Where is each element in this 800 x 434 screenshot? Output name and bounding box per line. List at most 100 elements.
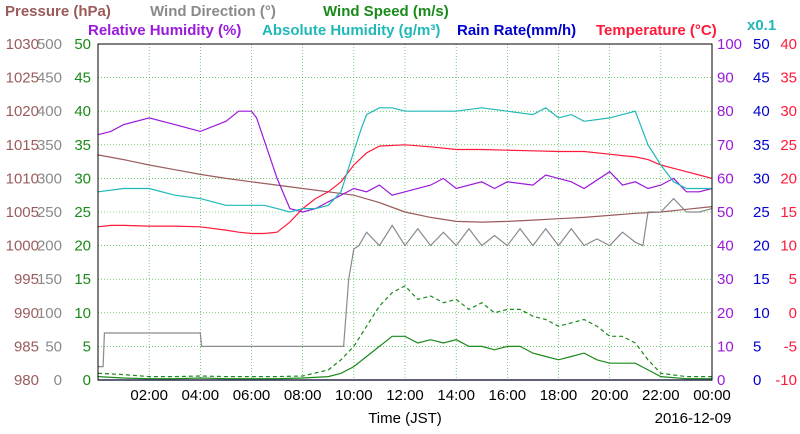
y-tick-label-humidity: 90 xyxy=(717,70,734,87)
y-tick-label-humidity: 50 xyxy=(717,204,734,221)
y-tick-label-wind-speed: 15 xyxy=(74,271,91,288)
y-tick-label-temperature: 0 xyxy=(789,305,797,322)
x-tick-label: 16:00 xyxy=(489,387,527,404)
y-axis-labels: 1030102510201015101010051000995990985980… xyxy=(6,36,797,389)
y-tick-label-rain-rate: 20 xyxy=(753,238,770,255)
series-temperature xyxy=(97,144,713,235)
y-tick-label-wind-direction: 150 xyxy=(37,271,62,288)
y-tick-label-wind-direction: 400 xyxy=(37,103,62,120)
x-tick-label: 02:00 xyxy=(130,387,168,404)
y-tick-label-humidity: 0 xyxy=(717,372,725,389)
y-tick-label-temperature: 30 xyxy=(780,103,797,120)
x-tick-label: 08:00 xyxy=(284,387,322,404)
x-axis-title: Time (JST) xyxy=(368,410,442,427)
legend-temperature: Temperature (°C) xyxy=(596,22,717,39)
y-tick-label-rain-rate: 35 xyxy=(753,137,770,154)
x-tick-label: 04:00 xyxy=(182,387,220,404)
y-tick-label-wind-direction: 500 xyxy=(37,36,62,53)
y-tick-label-temperature: 5 xyxy=(789,271,797,288)
y-tick-label-rain-rate: 5 xyxy=(753,338,761,355)
y-tick-label-humidity: 80 xyxy=(717,103,734,120)
y-tick-label-temperature: 10 xyxy=(780,238,797,255)
x-tick-label: 14:00 xyxy=(437,387,475,404)
y-tick-label-wind-speed: 10 xyxy=(74,305,91,322)
x-tick-label: 22:00 xyxy=(642,387,680,404)
x-tick-label: 00:00 xyxy=(693,387,731,404)
plot-frame xyxy=(97,43,713,381)
y-tick-label-wind-speed: 50 xyxy=(74,36,91,53)
legend-wind-direction: Wind Direction (°) xyxy=(150,3,276,20)
chart-date: 2016-12-09 xyxy=(655,410,732,427)
y-tick-label-pressure: 1000 xyxy=(6,238,39,255)
grid xyxy=(98,43,712,381)
y-tick-label-wind-direction: 0 xyxy=(54,372,62,389)
y-tick-label-rain-rate: 15 xyxy=(753,271,770,288)
y-tick-label-temperature: 35 xyxy=(780,70,797,87)
y-tick-label-temperature: 40 xyxy=(780,36,797,53)
y-tick-label-wind-direction: 50 xyxy=(45,338,62,355)
series-relative-humidity xyxy=(97,110,713,213)
y-tick-label-wind-speed: 25 xyxy=(74,204,91,221)
y-tick-label-wind-direction: 350 xyxy=(37,137,62,154)
x-axis-labels: 02:00 04:00 06:00 08:00 10:00 12:00 14:00 16:00… xyxy=(130,387,730,404)
y-tick-label-wind-speed: 0 xyxy=(83,372,91,389)
y-tick-label-humidity: 40 xyxy=(717,238,734,255)
y-tick-label-rain-rate: 40 xyxy=(753,103,770,120)
y-tick-label-wind-direction: 200 xyxy=(37,238,62,255)
y-tick-label-temperature: -10 xyxy=(775,372,797,389)
series-absolute-humidity xyxy=(97,107,712,213)
y-tick-label-humidity: 30 xyxy=(717,271,734,288)
x-tick-label: 20:00 xyxy=(591,387,629,404)
legend-pressure: Pressure (hPa) xyxy=(5,3,111,20)
y-tick-label-pressure: 990 xyxy=(14,305,39,322)
series-wind-gust xyxy=(97,285,712,378)
legend-relative-humidity: Relative Humidity (%) xyxy=(88,22,241,39)
series-wind-direction xyxy=(98,197,713,368)
y-tick-label-wind-speed: 30 xyxy=(74,170,91,187)
y-tick-label-rain-rate: 30 xyxy=(753,170,770,187)
y-tick-label-humidity: 10 xyxy=(717,338,734,355)
x-tick-label: 12:00 xyxy=(386,387,424,404)
series-pressure xyxy=(97,154,713,223)
y-tick-label-pressure: 1030 xyxy=(6,36,39,53)
y-tick-label-pressure: 985 xyxy=(14,338,39,355)
y-tick-label-humidity: 100 xyxy=(717,36,742,53)
x-tick-label: 18:00 xyxy=(540,387,578,404)
y-tick-label-pressure: 1010 xyxy=(6,170,39,187)
y-tick-label-humidity: 20 xyxy=(717,305,734,322)
legend-wind-speed: Wind Speed (m/s) xyxy=(323,3,449,20)
y-tick-label-pressure: 980 xyxy=(14,372,39,389)
x-tick-label: 10:00 xyxy=(335,387,373,404)
y-tick-label-pressure: 1015 xyxy=(6,137,39,154)
y-tick-label-wind-speed: 40 xyxy=(74,103,91,120)
y-tick-label-pressure: 1025 xyxy=(6,70,39,87)
legend-absolute-humidity: Absolute Humidity (g/m³) xyxy=(262,22,440,39)
y-tick-label-rain-rate: 45 xyxy=(753,70,770,87)
y-tick-label-pressure: 1005 xyxy=(6,204,39,221)
y-tick-label-pressure: 995 xyxy=(14,271,39,288)
y-tick-label-humidity: 60 xyxy=(717,170,734,187)
y-tick-label-wind-speed: 35 xyxy=(74,137,91,154)
y-tick-label-wind-speed: 20 xyxy=(74,238,91,255)
y-tick-label-rain-rate: 25 xyxy=(753,204,770,221)
y-tick-label-temperature: 15 xyxy=(780,204,797,221)
y-tick-label-rain-rate: 10 xyxy=(753,305,770,322)
y-tick-label-wind-direction: 250 xyxy=(37,204,62,221)
legend-rain-rate: Rain Rate(mm/h) xyxy=(457,22,576,39)
y-tick-label-humidity: 70 xyxy=(717,137,734,154)
y-tick-label-wind-direction: 300 xyxy=(37,170,62,187)
y-tick-label-rain-rate: 50 xyxy=(753,36,770,53)
y-tick-label-rain-rate: 0 xyxy=(753,372,761,389)
y-tick-label-pressure: 1020 xyxy=(6,103,39,120)
y-tick-label-wind-speed: 5 xyxy=(83,338,91,355)
y-tick-label-temperature: 25 xyxy=(780,137,797,154)
series-wind-speed xyxy=(97,335,712,380)
abs-humidity-scale-note: x0.1 xyxy=(747,17,776,34)
series-lines xyxy=(97,107,713,381)
x-tick-label: 06:00 xyxy=(233,387,271,404)
y-tick-label-temperature: -5 xyxy=(784,338,797,355)
y-tick-label-temperature: 20 xyxy=(780,170,797,187)
y-tick-label-wind-speed: 45 xyxy=(74,70,91,87)
y-tick-label-wind-direction: 450 xyxy=(37,70,62,87)
